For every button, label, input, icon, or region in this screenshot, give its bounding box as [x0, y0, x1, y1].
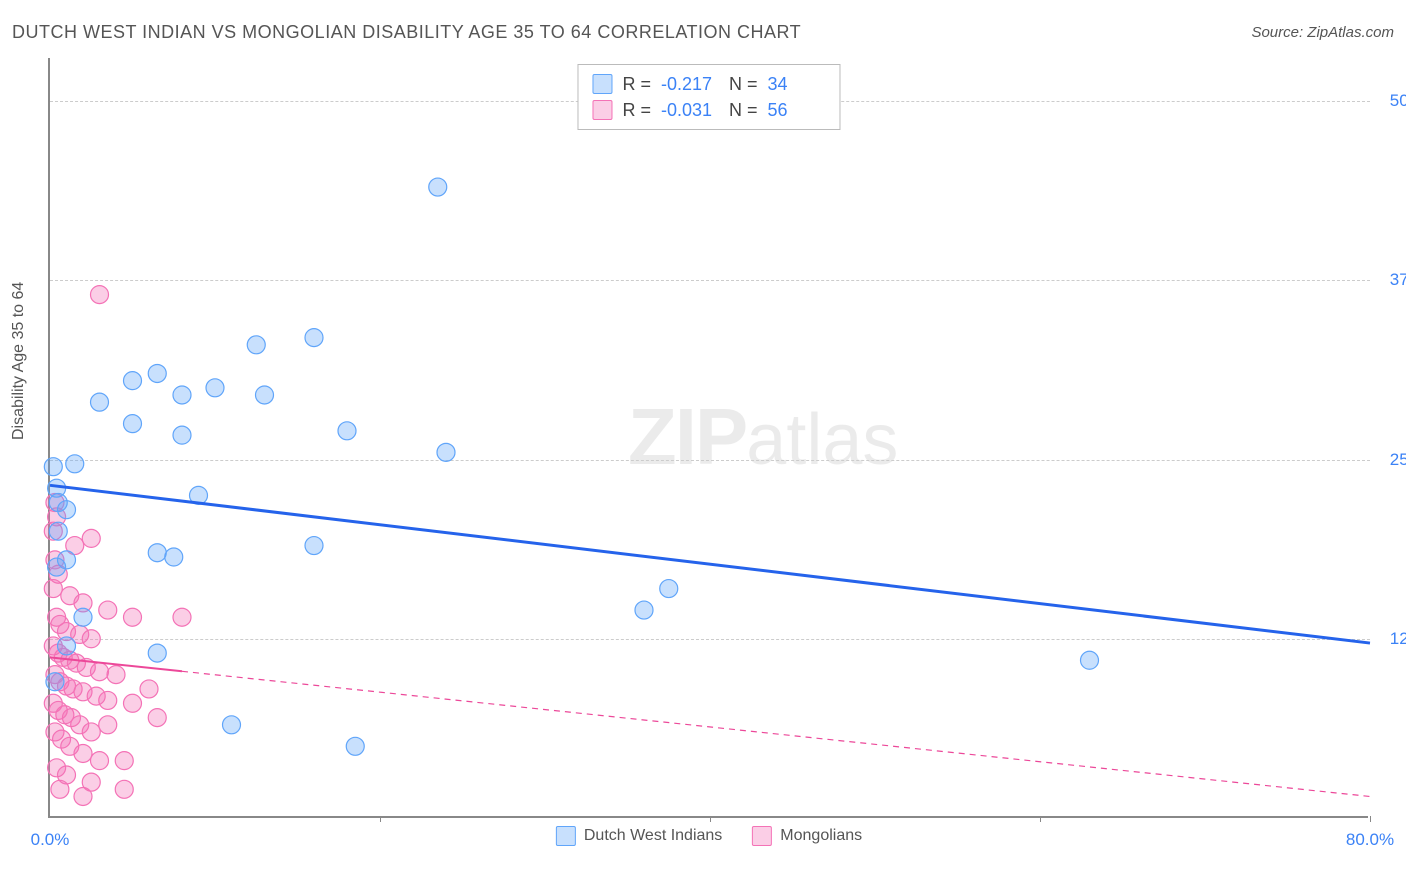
y-tick-label: 12.5% — [1378, 629, 1406, 649]
r-value-pink: -0.031 — [661, 97, 719, 123]
scatter-point-blue — [429, 178, 447, 196]
y-tick-label: 25.0% — [1378, 450, 1406, 470]
scatter-point-pink — [99, 601, 117, 619]
scatter-point-pink — [124, 694, 142, 712]
scatter-point-pink — [44, 580, 62, 598]
scatter-point-blue — [173, 386, 191, 404]
scatter-point-blue — [247, 336, 265, 354]
scatter-point-pink — [74, 787, 92, 805]
scatter-point-blue — [635, 601, 653, 619]
scatter-point-blue — [437, 443, 455, 461]
scatter-point-pink — [140, 680, 158, 698]
scatter-point-blue — [206, 379, 224, 397]
n-label: N = — [729, 97, 758, 123]
r-label: R = — [622, 71, 651, 97]
scatter-point-pink — [82, 529, 100, 547]
scatter-point-blue — [66, 455, 84, 473]
legend-swatch-blue — [592, 74, 612, 94]
scatter-point-blue — [91, 393, 109, 411]
scatter-point-blue — [46, 673, 64, 691]
n-value-pink: 56 — [768, 97, 826, 123]
scatter-point-blue — [148, 544, 166, 562]
scatter-point-blue — [346, 737, 364, 755]
n-label: N = — [729, 71, 758, 97]
y-axis-label: Disability Age 35 to 64 — [10, 282, 28, 440]
trend-line-blue — [50, 485, 1370, 643]
legend-box: R = -0.217 N = 34 R = -0.031 N = 56 — [577, 64, 840, 130]
scatter-point-blue — [58, 501, 76, 519]
legend-row-pink: R = -0.031 N = 56 — [592, 97, 825, 123]
scatter-point-blue — [74, 608, 92, 626]
scatter-svg — [50, 58, 1370, 818]
legend-swatch-pink — [592, 100, 612, 120]
plot-area: ZIPatlas 12.5%25.0%37.5%50.0% 0.0%80.0% … — [48, 58, 1368, 818]
scatter-point-pink — [91, 286, 109, 304]
scatter-point-blue — [305, 537, 323, 555]
scatter-point-blue — [58, 637, 76, 655]
scatter-point-pink — [107, 666, 125, 684]
n-value-blue: 34 — [768, 71, 826, 97]
scatter-point-blue — [48, 558, 66, 576]
x-tick-label: 80.0% — [1346, 830, 1394, 850]
chart-title: DUTCH WEST INDIAN VS MONGOLIAN DISABILIT… — [12, 22, 801, 43]
scatter-point-pink — [99, 716, 117, 734]
bottom-legend-pink: Mongolians — [752, 826, 862, 846]
legend-swatch-blue — [556, 826, 576, 846]
scatter-point-blue — [124, 415, 142, 433]
scatter-point-blue — [173, 426, 191, 444]
r-label: R = — [622, 97, 651, 123]
scatter-point-blue — [148, 364, 166, 382]
x-tick-label: 0.0% — [31, 830, 70, 850]
scatter-point-blue — [124, 372, 142, 390]
source-label: Source: ZipAtlas.com — [1251, 24, 1394, 41]
scatter-point-pink — [124, 608, 142, 626]
scatter-point-blue — [305, 329, 323, 347]
scatter-point-blue — [223, 716, 241, 734]
bottom-legend-blue: Dutch West Indians — [556, 826, 722, 846]
scatter-point-pink — [99, 691, 117, 709]
scatter-point-pink — [115, 780, 133, 798]
scatter-point-pink — [91, 663, 109, 681]
trend-line-pink-dashed — [182, 671, 1370, 796]
scatter-point-pink — [82, 723, 100, 741]
scatter-point-blue — [49, 522, 67, 540]
scatter-point-blue — [1081, 651, 1099, 669]
x-tick-mark — [1370, 816, 1371, 822]
y-tick-label: 37.5% — [1378, 270, 1406, 290]
series-name-blue: Dutch West Indians — [584, 827, 722, 845]
y-tick-label: 50.0% — [1378, 91, 1406, 111]
r-value-blue: -0.217 — [661, 71, 719, 97]
scatter-point-pink — [82, 630, 100, 648]
series-name-pink: Mongolians — [780, 827, 862, 845]
scatter-point-pink — [115, 752, 133, 770]
scatter-point-blue — [338, 422, 356, 440]
scatter-point-pink — [51, 780, 69, 798]
scatter-point-pink — [91, 752, 109, 770]
legend-row-blue: R = -0.217 N = 34 — [592, 71, 825, 97]
scatter-point-pink — [148, 709, 166, 727]
scatter-point-blue — [660, 580, 678, 598]
bottom-legend: Dutch West Indians Mongolians — [556, 826, 862, 846]
scatter-point-blue — [256, 386, 274, 404]
scatter-point-pink — [74, 744, 92, 762]
legend-swatch-pink — [752, 826, 772, 846]
scatter-point-blue — [148, 644, 166, 662]
scatter-point-blue — [165, 548, 183, 566]
scatter-point-pink — [173, 608, 191, 626]
scatter-point-blue — [44, 458, 62, 476]
